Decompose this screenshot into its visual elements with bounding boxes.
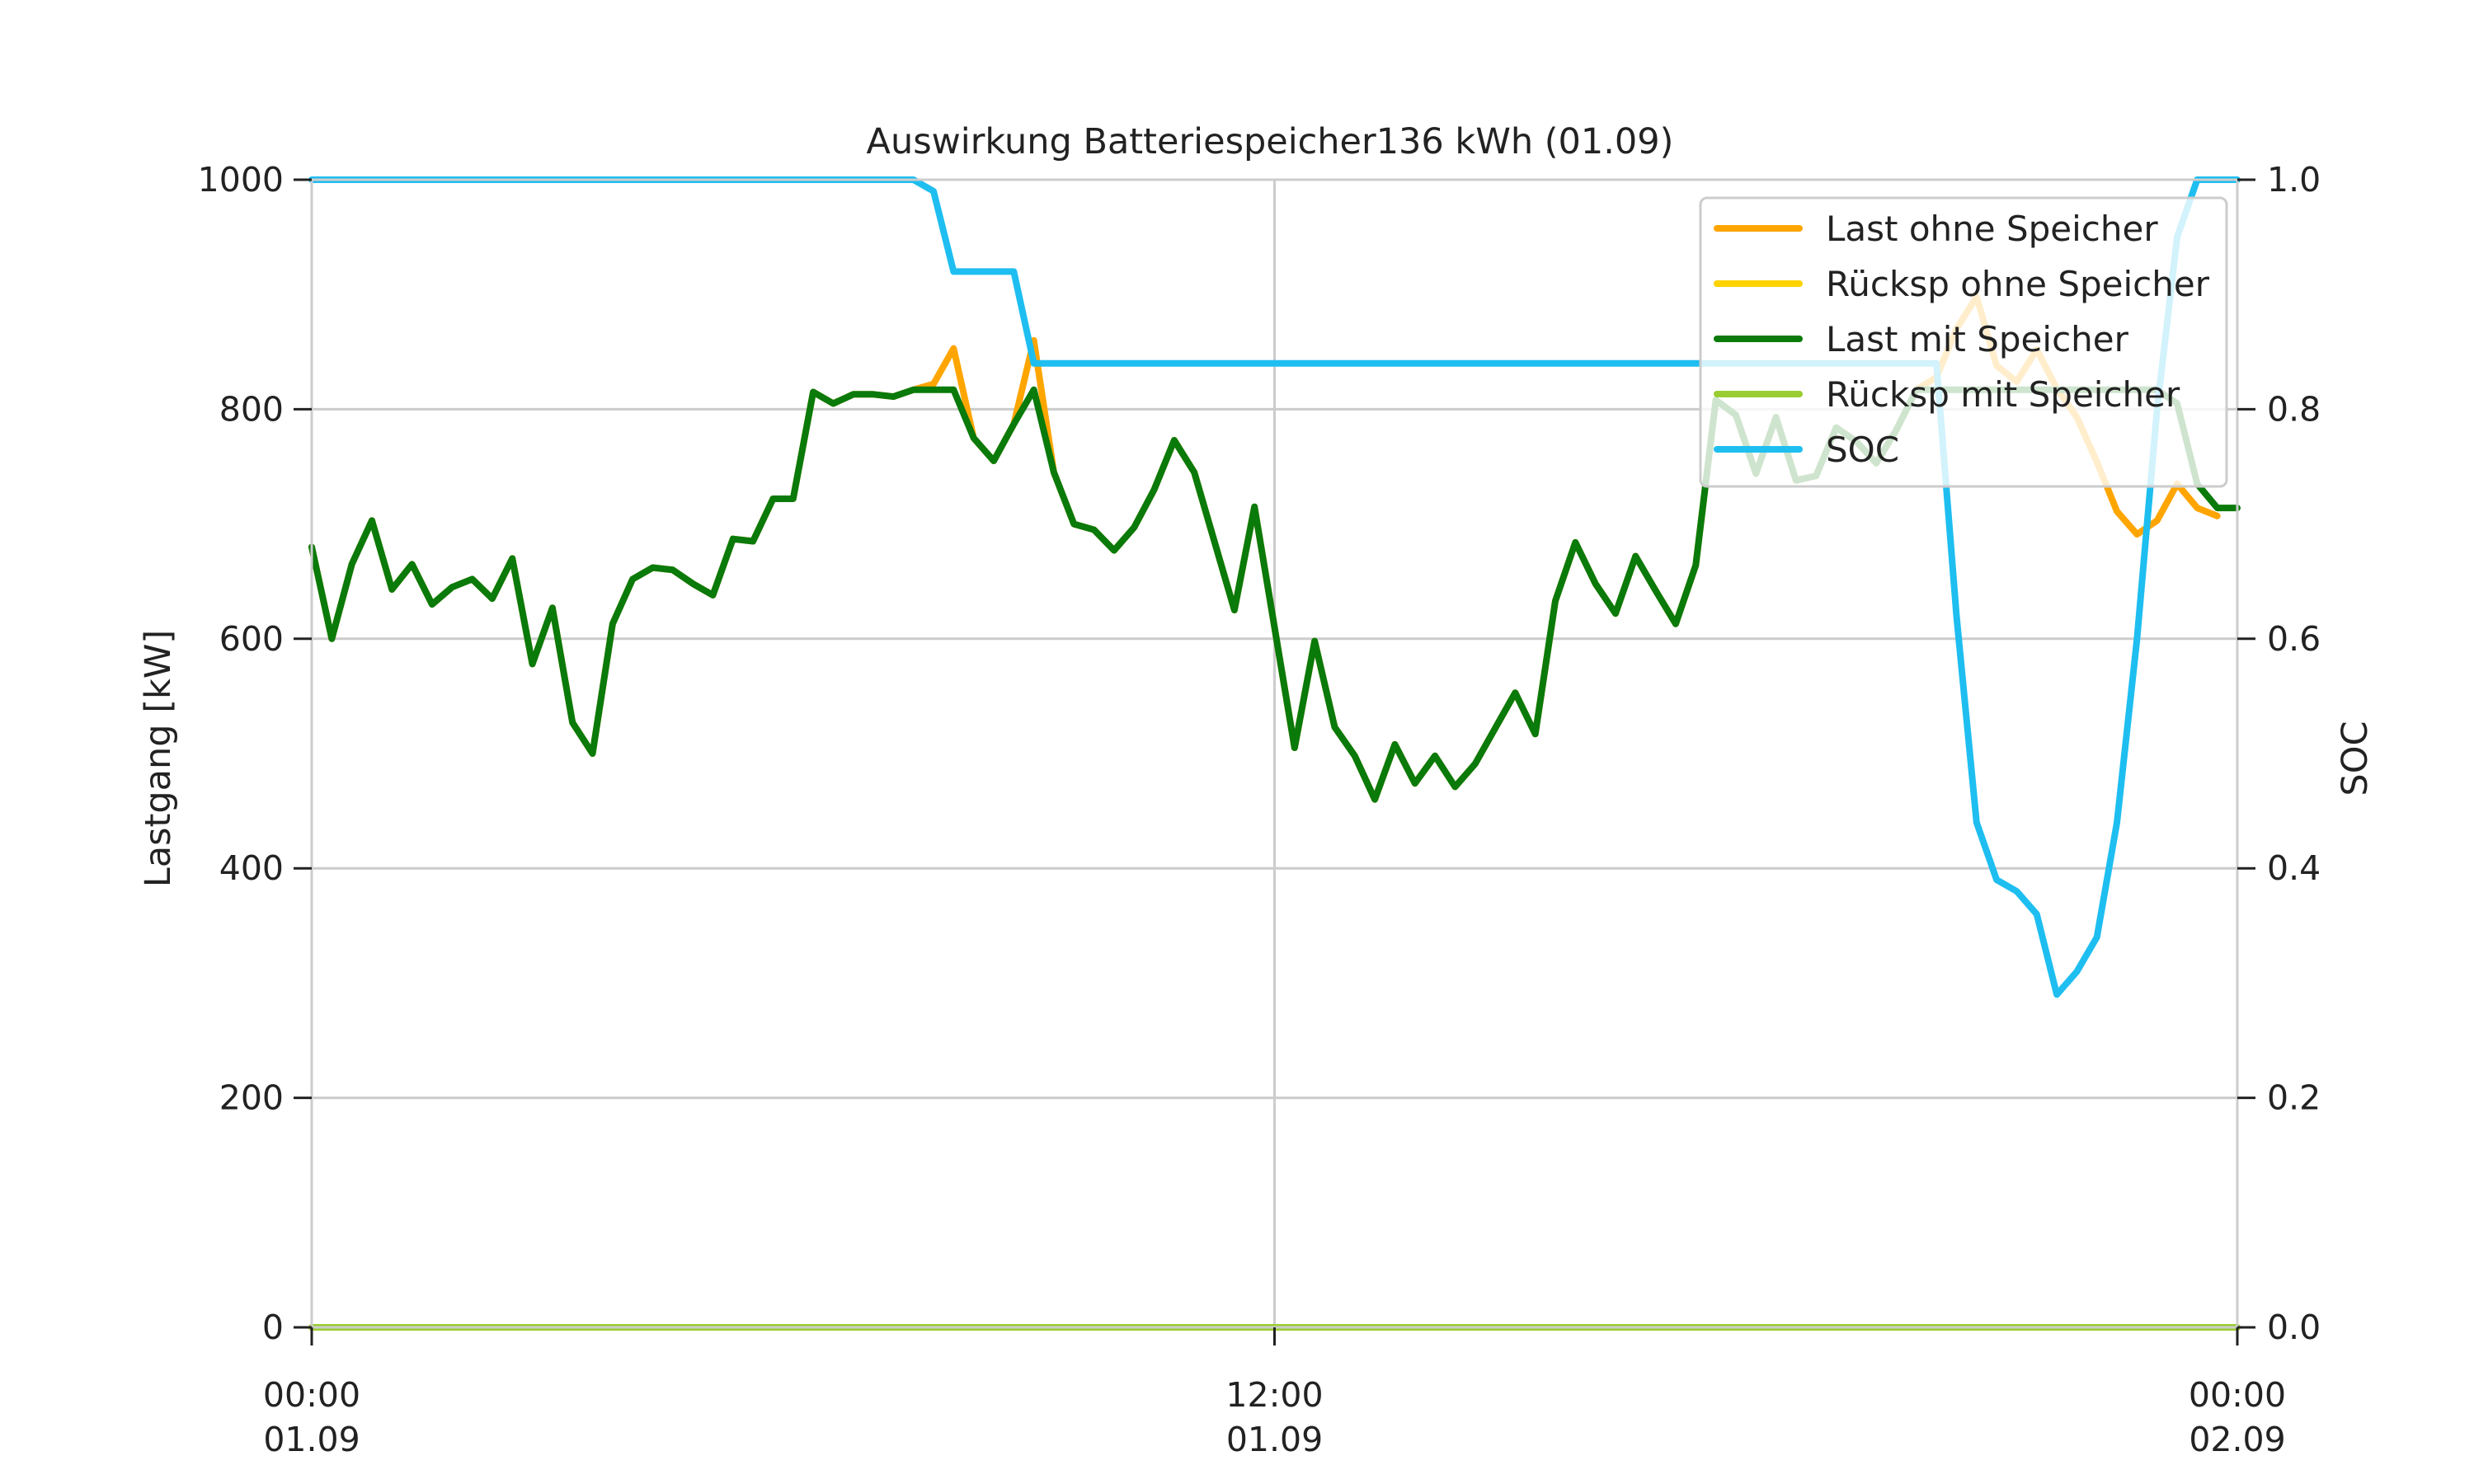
- y-tick-label: 400: [219, 848, 284, 888]
- y-axis-label: Lastgang [kW]: [138, 630, 179, 887]
- y-tick-label: 800: [219, 389, 284, 429]
- axis-ticks: 0 200 400 600 800 1000 0.0 0.2 0.4 0.6 0.8 1.0 00:00…: [198, 160, 2321, 1459]
- x-tick-label: 01.09: [263, 1420, 360, 1459]
- x-tick-label: 00:00: [263, 1375, 360, 1415]
- legend-label: SOC: [1826, 430, 1899, 470]
- x-tick-label: 01.09: [1226, 1420, 1323, 1459]
- y2-tick-label: 1.0: [2267, 160, 2321, 200]
- legend-label: Last ohne Speicher: [1826, 209, 2158, 249]
- legend-label: Last mit Speicher: [1826, 319, 2129, 359]
- y2-tick-label: 0.4: [2267, 848, 2321, 888]
- x-tick-label: 00:00: [2189, 1375, 2286, 1415]
- legend-label: Rücksp ohne Speicher: [1826, 264, 2210, 304]
- y2-tick-label: 0.0: [2267, 1308, 2321, 1347]
- legend-label: Rücksp mit Speicher: [1826, 374, 2180, 415]
- legend: Last ohne Speicher Rücksp ohne Speicher La…: [1699, 196, 2228, 488]
- y-tick-label: 1000: [198, 160, 284, 200]
- chart-title: Auswirkung Batteriespeicher136 kWh (01.0…: [867, 121, 1674, 162]
- y2-tick-label: 0.6: [2267, 619, 2321, 659]
- y-tick-label: 600: [219, 619, 284, 659]
- legend-box: [1699, 196, 2228, 488]
- y-tick-label: 200: [219, 1078, 284, 1118]
- y2-tick-label: 0.8: [2267, 389, 2321, 429]
- y-tick-label: 0: [262, 1308, 284, 1347]
- y2-tick-label: 0.2: [2267, 1078, 2321, 1118]
- x-tick-label: 02.09: [2189, 1420, 2285, 1459]
- y2-axis-label: SOC: [2335, 721, 2376, 796]
- x-tick-label: 12:00: [1225, 1375, 1323, 1415]
